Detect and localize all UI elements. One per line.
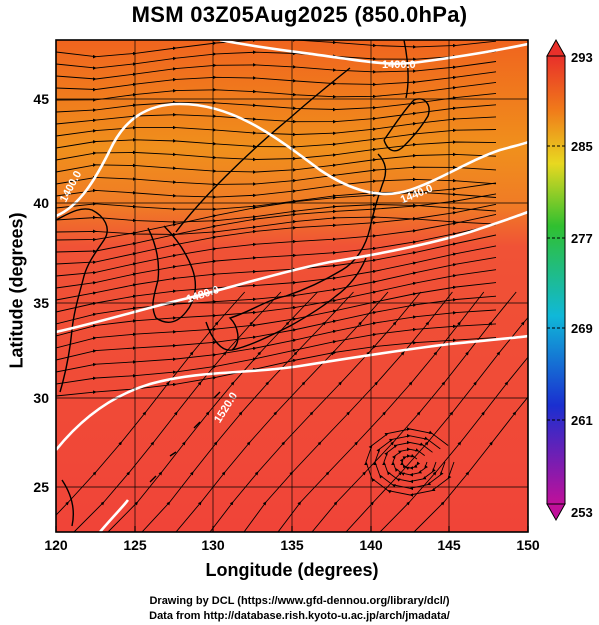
map-grid (56, 40, 528, 532)
height-contours (56, 40, 528, 532)
x-tick-145: 145 (437, 537, 461, 553)
x-tick-125: 125 (123, 537, 147, 553)
coastlines (56, 40, 430, 527)
credit-drawing: Drawing by DCL (https://www.gfd-dennou.o… (149, 595, 450, 607)
colorbar-tick-293: 293 (571, 50, 593, 65)
y-tick-40: 40 (33, 195, 49, 211)
x-tick-140: 140 (359, 537, 383, 553)
colorbar-tick-253: 253 (571, 505, 593, 520)
colorbar-tick-261: 261 (571, 413, 593, 428)
chart-title: MSM 03Z05Aug2025 (850.0hPa) (131, 2, 468, 27)
colorbar-tick-285: 285 (571, 139, 593, 154)
x-tick-120: 120 (44, 537, 68, 553)
y-tick-30: 30 (33, 390, 49, 406)
wind-streamlines (56, 40, 528, 532)
x-tick-130: 130 (201, 537, 225, 553)
credit-data: Data from http://database.rish.kyoto-u.a… (149, 610, 450, 622)
y-tick-35: 35 (33, 295, 49, 311)
x-tick-150: 150 (516, 537, 540, 553)
colorbar-tick-277: 277 (571, 231, 593, 246)
x-tick-135: 135 (280, 537, 304, 553)
contour-label-north: 1400.0 (382, 59, 416, 71)
colorbar (546, 38, 566, 522)
x-axis-label: Longitude (degrees) (205, 560, 379, 580)
y-tick-45: 45 (33, 91, 49, 107)
y-tick-25: 25 (33, 479, 49, 495)
colorbar-tick-269: 269 (571, 321, 593, 336)
